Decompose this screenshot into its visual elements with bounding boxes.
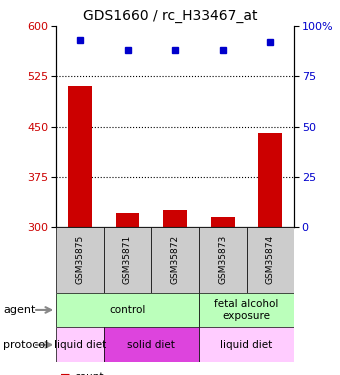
Text: control: control (109, 305, 146, 315)
Text: liquid diet: liquid diet (54, 340, 106, 350)
Text: solid diet: solid diet (128, 340, 175, 350)
Bar (56, 227, 104, 292)
Text: GSM35875: GSM35875 (75, 235, 84, 284)
Text: liquid diet: liquid diet (220, 340, 273, 350)
Text: GSM35874: GSM35874 (266, 235, 275, 284)
Bar (199, 292, 294, 327)
Bar (199, 327, 294, 362)
Bar (258, 133, 282, 227)
Text: ■: ■ (59, 372, 70, 375)
Text: GDS1660 / rc_H33467_at: GDS1660 / rc_H33467_at (83, 9, 257, 23)
Bar (211, 217, 235, 227)
Bar (151, 227, 199, 292)
Bar (246, 227, 294, 292)
Text: GSM35871: GSM35871 (123, 235, 132, 284)
Bar (104, 327, 199, 362)
Bar (68, 87, 92, 227)
Bar (56, 292, 199, 327)
Bar (163, 210, 187, 227)
Bar (199, 227, 246, 292)
Bar (104, 227, 151, 292)
Text: GSM35873: GSM35873 (218, 235, 227, 284)
Bar (116, 213, 139, 227)
Text: protocol: protocol (3, 340, 49, 350)
Text: GSM35872: GSM35872 (171, 235, 180, 284)
Text: count: count (75, 372, 104, 375)
Text: agent: agent (3, 305, 36, 315)
Bar (56, 327, 104, 362)
Text: fetal alcohol
exposure: fetal alcohol exposure (214, 299, 279, 321)
